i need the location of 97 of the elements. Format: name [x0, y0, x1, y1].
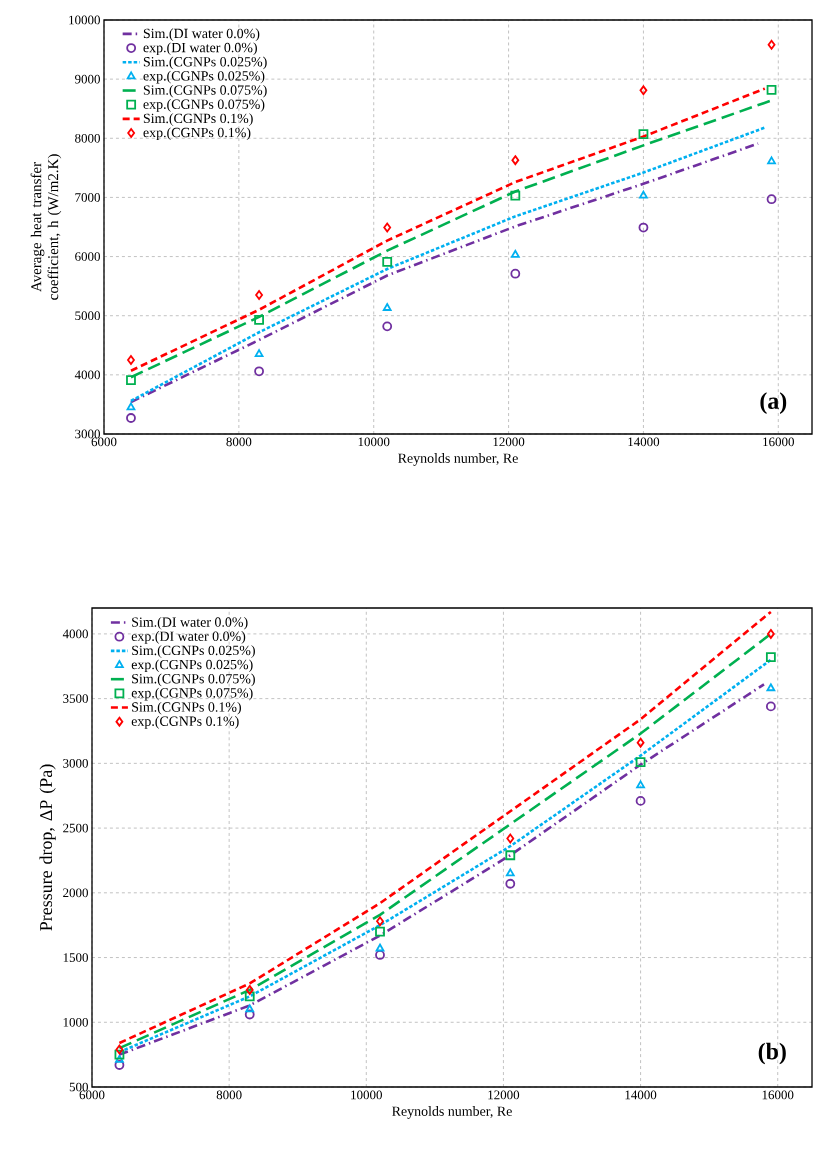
point — [766, 683, 776, 692]
point — [639, 190, 648, 199]
y-tick-label: 9000 — [75, 74, 100, 84]
point — [510, 249, 520, 258]
point — [245, 1004, 255, 1013]
point — [383, 222, 392, 233]
legend-label: Sim.(CGNPs 0.075%) — [132, 673, 255, 687]
x-tick-label: 16000 — [763, 437, 794, 447]
x-tick-label: 12000 — [488, 1090, 520, 1100]
point — [382, 256, 393, 267]
legend-label: exp.(DI water 0.0%) — [131, 631, 246, 644]
x-tick-label: 16000 — [762, 1090, 794, 1100]
x-tick-label: 6000 — [91, 437, 117, 447]
legend-label: Sim.(CGNPs 0.025%) — [132, 645, 255, 658]
point — [127, 355, 135, 365]
point — [765, 652, 776, 663]
y-tick-label: 1000 — [63, 1017, 88, 1027]
point — [767, 39, 776, 50]
point — [244, 1009, 255, 1020]
y-tick-label: 1500 — [63, 953, 88, 962]
point — [115, 1054, 124, 1063]
legend-label: exp.(CGNPs 0.1%) — [131, 716, 239, 729]
point — [255, 290, 263, 300]
legend-label: Sim.(DI water 0.0%) — [132, 616, 248, 630]
point — [126, 375, 136, 386]
y-tick-label: 4000 — [62, 629, 88, 639]
y-tick-label: 4000 — [74, 370, 100, 380]
point — [114, 1049, 125, 1060]
legend-label: exp.(CGNPs 0.075%) — [131, 687, 253, 701]
point — [636, 737, 645, 748]
y-tick-label: 500 — [69, 1082, 88, 1092]
point — [766, 84, 777, 95]
point — [638, 129, 649, 140]
point — [126, 402, 136, 411]
point — [382, 321, 393, 332]
legend-label: Sim.(CGNPs 0.1%) — [132, 701, 241, 715]
y-tick-label: 8000 — [75, 133, 100, 143]
y-axis-title: Average heat transfer coefficient, h (W/m2.K) — [30, 154, 62, 300]
point — [254, 366, 264, 377]
point — [506, 833, 515, 844]
point — [244, 991, 255, 1002]
point — [635, 795, 646, 806]
legend-label: exp.(CGNPs 0.025%) — [143, 70, 265, 84]
point — [375, 926, 385, 937]
point — [510, 190, 521, 201]
point — [254, 314, 264, 325]
legend-label: Sim.(CGNPs 0.025%) — [143, 56, 267, 70]
x-axis-title: Reynolds number, Re — [392, 1106, 512, 1119]
point — [638, 222, 649, 233]
y-tick-label: 3000 — [63, 758, 88, 768]
point — [505, 878, 516, 889]
y-axis-title: Pressure drop, ΔP (Pa) — [39, 764, 56, 931]
point — [115, 1044, 124, 1055]
point — [639, 85, 648, 96]
point — [765, 701, 776, 712]
point — [376, 916, 384, 927]
legend-label: exp.(CGNPs 0.1%) — [143, 127, 251, 141]
y-tick-label: 2000 — [63, 888, 88, 898]
annotation: (b) — [758, 1042, 786, 1065]
y-tick-label: 7000 — [75, 193, 100, 202]
point — [510, 268, 521, 279]
y-tick-label: 3500 — [63, 694, 88, 703]
y-tick-label: 5000 — [75, 311, 100, 321]
legend-label: exp.(CGNPs 0.025%) — [131, 659, 253, 673]
x-tick-label: 12000 — [493, 437, 525, 447]
legend-label: Sim.(DI water 0.0%) — [143, 28, 260, 41]
point — [766, 628, 775, 639]
point — [767, 156, 776, 165]
annotation: (a) — [760, 392, 787, 414]
point — [114, 1060, 125, 1070]
x-tick-label: 8000 — [226, 437, 252, 447]
point — [375, 950, 385, 960]
x-tick-label: 8000 — [216, 1090, 242, 1100]
x-tick-label: 14000 — [628, 437, 660, 447]
point — [254, 349, 264, 358]
point — [636, 780, 645, 789]
y-tick-label: 6000 — [75, 252, 100, 261]
x-axis-title: Reynolds number, Re — [398, 453, 518, 466]
point — [505, 868, 515, 877]
y-tick-label: 10000 — [69, 15, 100, 25]
point — [766, 194, 777, 205]
point — [635, 757, 646, 767]
legend-label: Sim.(CGNPs 0.075%) — [143, 84, 267, 98]
point — [505, 850, 516, 861]
legend-label: exp.(DI water 0.0%) — [143, 42, 257, 56]
point — [245, 985, 254, 995]
y-tick-label: 3000 — [75, 429, 100, 439]
point — [126, 413, 136, 423]
point — [382, 303, 392, 311]
point — [511, 155, 520, 166]
y-tick-label: 2500 — [63, 823, 88, 833]
x-tick-label: 10000 — [358, 437, 390, 447]
point — [375, 943, 385, 952]
legend-label: Sim.(CGNPs 0.1%) — [143, 113, 253, 126]
x-tick-label: 14000 — [625, 1090, 657, 1100]
legend-label: exp.(CGNPs 0.075%) — [143, 99, 265, 112]
x-tick-label: 10000 — [351, 1090, 382, 1100]
